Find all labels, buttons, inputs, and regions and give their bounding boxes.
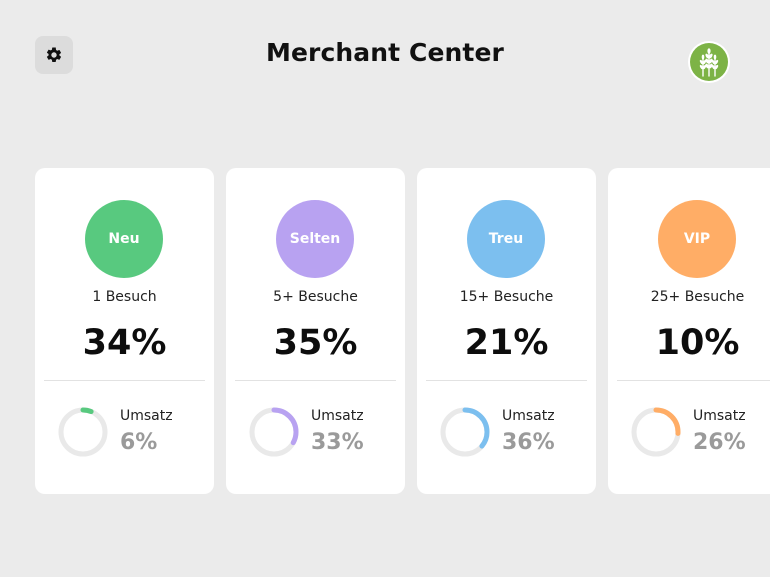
segment-card-neu[interactable]: Neu 1 Besuch 34% Umsatz 6% <box>35 168 214 494</box>
revenue-label: Umsatz <box>693 408 746 424</box>
divider <box>617 380 770 381</box>
revenue-ring-track <box>58 407 108 457</box>
segment-visits: 15+ Besuche <box>459 289 554 305</box>
segment-card-treu[interactable]: Treu 15+ Besuche 21% Umsatz 36% <box>417 168 596 494</box>
revenue-ring-progress <box>440 407 490 457</box>
segment-badge: VIP <box>658 200 736 278</box>
revenue-ring <box>440 407 490 457</box>
revenue-label: Umsatz <box>502 408 555 424</box>
segment-visits: 1 Besuch <box>92 289 157 305</box>
revenue-ring-progress <box>631 407 681 457</box>
revenue-value: 6% <box>120 430 158 455</box>
segment-visits: 5+ Besuche <box>273 289 358 305</box>
avatar[interactable] <box>688 41 730 83</box>
page-title: Merchant Center <box>266 38 504 67</box>
segment-card-selten[interactable]: Selten 5+ Besuche 35% Umsatz 33% <box>226 168 405 494</box>
revenue-ring <box>631 407 681 457</box>
revenue-value: 36% <box>502 430 555 455</box>
revenue-ring <box>249 407 299 457</box>
segment-share: 34% <box>82 323 167 363</box>
revenue-ring-progress <box>249 407 299 457</box>
segment-badge: Neu <box>85 200 163 278</box>
segment-card-vip[interactable]: VIP 25+ Besuche 10% Umsatz 26% <box>608 168 770 494</box>
revenue-label: Umsatz <box>120 408 173 424</box>
revenue-value: 26% <box>693 430 746 455</box>
revenue-ring <box>58 407 108 457</box>
segment-badge: Selten <box>276 200 354 278</box>
revenue-label: Umsatz <box>311 408 364 424</box>
segment-share: 35% <box>273 323 358 363</box>
avatar-badge <box>690 43 728 81</box>
divider <box>426 380 587 381</box>
settings-button[interactable] <box>35 36 73 74</box>
segment-visits: 25+ Besuche <box>650 289 745 305</box>
divider <box>235 380 396 381</box>
segment-share: 21% <box>464 323 549 363</box>
segment-share: 10% <box>655 323 740 363</box>
wheat-icon <box>699 48 719 77</box>
divider <box>44 380 205 381</box>
gear-icon <box>46 47 62 62</box>
revenue-value: 33% <box>311 430 364 455</box>
segment-badge: Treu <box>467 200 545 278</box>
revenue-ring-progress <box>58 407 108 457</box>
app-header: Merchant Center <box>0 0 770 110</box>
